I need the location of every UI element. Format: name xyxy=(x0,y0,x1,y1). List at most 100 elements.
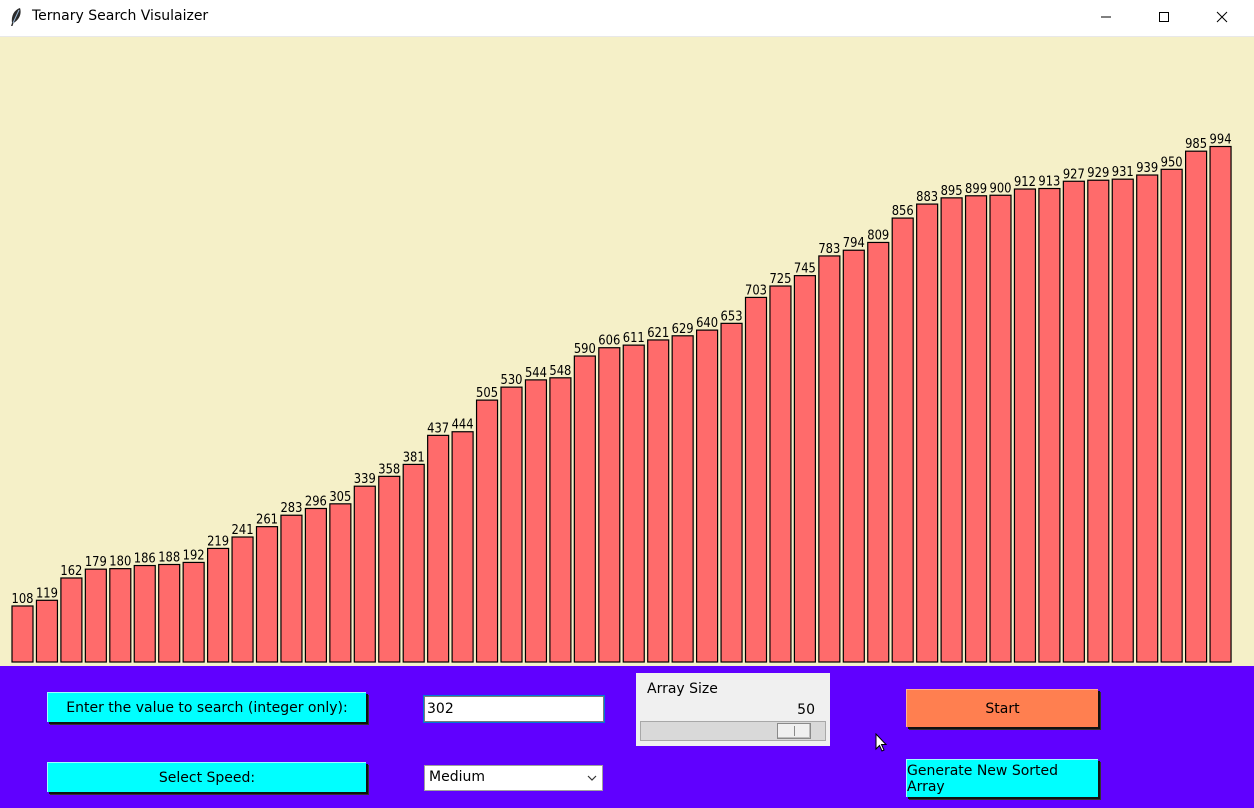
bar-canvas: 108 119 162 179 180 186 188 192 219 241 261 283 296 3… xyxy=(0,37,1254,666)
feather-icon xyxy=(11,8,21,26)
search-input[interactable] xyxy=(423,695,605,723)
bar-value-label: 899 xyxy=(965,182,987,197)
bar xyxy=(1184,150,1208,663)
bar xyxy=(940,197,963,663)
bar-value-label: 162 xyxy=(60,564,82,579)
bar xyxy=(304,507,327,663)
bar xyxy=(60,577,83,663)
bar-value-label: 985 xyxy=(1185,137,1207,152)
bar xyxy=(427,434,450,663)
bar-value-label: 629 xyxy=(672,322,694,337)
bar xyxy=(524,379,548,663)
bar-value-label: 119 xyxy=(36,586,58,601)
bar-value-label: 912 xyxy=(1014,175,1036,190)
bar xyxy=(1111,178,1134,663)
bar-value-label: 950 xyxy=(1161,155,1183,170)
bar-value-label: 305 xyxy=(329,490,351,505)
bar-value-label: 108 xyxy=(12,592,34,607)
bar xyxy=(475,399,499,663)
speed-selected-value: Medium xyxy=(429,769,485,785)
mouse-pointer-icon xyxy=(875,733,888,752)
bar xyxy=(353,485,376,663)
bar xyxy=(818,255,841,663)
bar xyxy=(1062,180,1085,663)
bar xyxy=(35,599,59,663)
bar xyxy=(231,536,254,663)
bar xyxy=(989,194,1012,663)
array-size-value: 50 xyxy=(797,702,815,718)
bar xyxy=(720,322,743,663)
bar-value-label: 606 xyxy=(598,334,620,349)
generate-array-button[interactable]: Generate New Sorted Array xyxy=(906,759,1098,797)
start-button[interactable]: Start xyxy=(906,689,1098,727)
bar xyxy=(622,344,645,663)
bar-value-label: 703 xyxy=(745,283,767,298)
bar-value-label: 192 xyxy=(183,548,205,563)
bar-value-label: 883 xyxy=(916,190,938,205)
bar-value-label: 900 xyxy=(990,181,1012,196)
bar xyxy=(1038,187,1061,663)
bar xyxy=(451,431,474,663)
bar-value-label: 444 xyxy=(452,418,474,433)
bar xyxy=(1160,168,1183,663)
bar-value-label: 725 xyxy=(769,272,791,287)
bar-value-label: 939 xyxy=(1136,161,1158,176)
bar-value-label: 809 xyxy=(867,228,889,243)
bar-value-label: 621 xyxy=(647,326,669,341)
bar-value-label: 640 xyxy=(696,316,718,331)
bar-value-label: 339 xyxy=(354,472,376,487)
minimize-button[interactable] xyxy=(1077,0,1135,34)
array-size-label: Array Size xyxy=(647,681,718,697)
bar-value-label: 241 xyxy=(232,523,254,538)
bar xyxy=(255,526,279,663)
control-panel: Enter the value to search (integer only)… xyxy=(0,666,1254,808)
bar-value-label: 296 xyxy=(305,494,327,509)
bar xyxy=(11,605,34,663)
bar xyxy=(647,339,670,663)
bar-value-label: 219 xyxy=(207,534,229,549)
bar xyxy=(84,568,107,663)
bar xyxy=(842,249,865,663)
bar xyxy=(916,203,939,663)
bar-value-label: 611 xyxy=(623,331,645,346)
bar xyxy=(402,463,425,663)
bar-value-label: 437 xyxy=(427,421,449,436)
bar xyxy=(867,241,890,663)
bar xyxy=(744,296,768,663)
bar xyxy=(598,347,621,663)
bar-value-label: 544 xyxy=(525,366,547,381)
bar-value-label: 590 xyxy=(574,342,596,357)
array-size-slider-track[interactable] xyxy=(640,721,826,741)
bar-value-label: 179 xyxy=(85,555,107,570)
bar-value-label: 927 xyxy=(1063,167,1085,182)
bar-value-label: 913 xyxy=(1038,175,1060,190)
bar-value-label: 994 xyxy=(1210,133,1232,148)
title-bar: Ternary Search Visulaizer xyxy=(0,0,1254,37)
speed-select[interactable]: Medium xyxy=(424,765,603,791)
bar xyxy=(1013,188,1037,663)
bar xyxy=(695,329,719,663)
bar xyxy=(793,275,817,663)
bar-value-label: 931 xyxy=(1112,165,1134,180)
bar xyxy=(1136,174,1159,663)
maximize-button[interactable] xyxy=(1135,0,1193,34)
bar-value-label: 188 xyxy=(158,551,180,566)
bar-value-label: 856 xyxy=(892,204,914,219)
bar xyxy=(158,563,181,663)
bar xyxy=(280,514,303,663)
array-size-slider-handle[interactable] xyxy=(777,723,811,739)
bar-value-label: 895 xyxy=(941,184,963,199)
bar-value-label: 783 xyxy=(818,242,840,257)
bar-value-label: 283 xyxy=(280,501,302,516)
window-title: Ternary Search Visulaizer xyxy=(32,8,209,24)
bar xyxy=(109,568,132,663)
close-button[interactable] xyxy=(1193,0,1251,34)
bar xyxy=(133,564,156,663)
bar-value-label: 261 xyxy=(256,513,278,528)
bar-value-label: 505 xyxy=(476,386,498,401)
bar xyxy=(1087,179,1110,663)
bar xyxy=(573,355,596,663)
maximize-icon xyxy=(1159,12,1169,22)
bar-value-label: 358 xyxy=(378,462,400,477)
